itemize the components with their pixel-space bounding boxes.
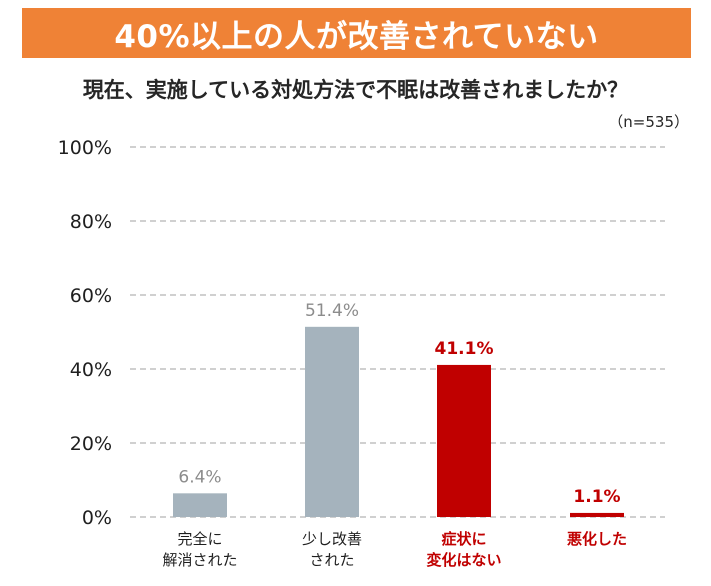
x-tick-label: 症状に (441, 530, 486, 548)
x-tick-label: 変化はない (426, 551, 501, 569)
y-tick-label: 40% (70, 359, 112, 381)
data-label: 51.4% (305, 301, 359, 321)
survey-question: 現在、実施している対処方法で不眠は改善されましたか？ (82, 78, 629, 102)
data-label: 6.4% (178, 467, 221, 487)
x-tick-label: 少し改善 (302, 530, 362, 548)
bar (570, 512, 624, 517)
y-tick-label: 80% (70, 211, 112, 233)
x-tick-label: 解消された (162, 551, 237, 569)
data-label: 1.1% (573, 487, 620, 507)
headline-banner: 40%以上の人が改善されていない (22, 8, 691, 58)
y-tick-label: 100% (58, 137, 112, 159)
y-tick-label: 0% (82, 507, 112, 529)
bar (173, 493, 227, 517)
x-tick-label: された (309, 551, 354, 569)
bar (437, 364, 491, 517)
y-tick-label: 20% (70, 433, 112, 455)
y-tick-label: 60% (70, 285, 112, 307)
x-tick-label: 完全に (177, 530, 222, 548)
data-label: 41.1% (435, 339, 494, 359)
x-tick-label: 悪化した (567, 530, 627, 548)
bar (305, 326, 359, 517)
sample-size-note: （n=535） (608, 113, 689, 131)
headline-text: 40%以上の人が改善されていない (114, 18, 599, 55)
